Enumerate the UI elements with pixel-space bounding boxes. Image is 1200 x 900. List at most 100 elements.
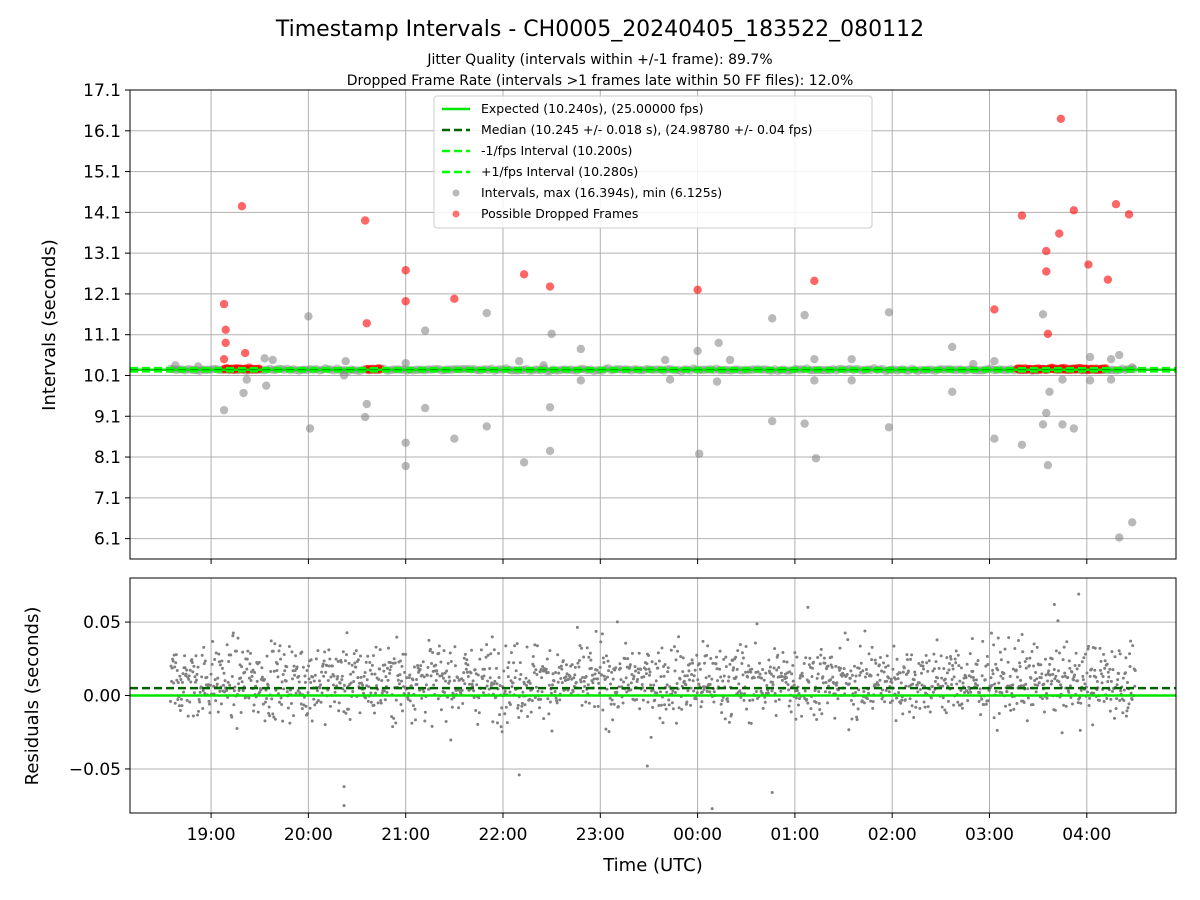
residual-point	[477, 696, 481, 700]
residual-point	[1109, 697, 1113, 701]
residual-point	[712, 690, 716, 694]
residual-point	[538, 706, 542, 710]
residual-point	[213, 678, 217, 682]
residual-point	[680, 707, 684, 711]
residual-point	[945, 671, 949, 675]
residual-point	[579, 680, 583, 684]
residual-point	[865, 672, 869, 676]
residual-point	[949, 657, 953, 661]
residual-point	[418, 668, 422, 672]
residual-point	[787, 704, 791, 708]
residual-point	[560, 681, 564, 685]
residual-point	[434, 663, 438, 667]
residual-point	[788, 699, 792, 703]
residual-point	[661, 721, 665, 725]
residual-point	[848, 676, 852, 680]
residual-point	[380, 691, 384, 695]
residual-point	[376, 701, 380, 705]
intervals-legend: Expected (10.240s), (25.00000 fps) Media…	[433, 95, 873, 229]
dropped-frame-point	[810, 276, 819, 286]
residual-point	[839, 666, 843, 670]
residual-point	[1129, 691, 1133, 695]
residual-point	[461, 678, 465, 682]
residual-point	[497, 676, 501, 680]
residual-point	[643, 689, 647, 693]
dropped-frame-point	[1017, 211, 1027, 220]
residual-point	[901, 712, 905, 716]
residual-point	[434, 679, 438, 683]
residual-point	[564, 663, 568, 667]
residual-point	[741, 673, 745, 677]
residual-point	[394, 721, 398, 725]
interval-point	[576, 376, 586, 385]
residual-point	[870, 645, 874, 649]
residual-point	[252, 709, 256, 713]
residual-point	[571, 690, 575, 694]
residual-point	[1054, 674, 1058, 678]
residual-point	[595, 668, 599, 672]
residual-point	[175, 668, 179, 672]
residual-point	[305, 669, 309, 673]
dropped-frame-point	[221, 325, 230, 335]
residual-point	[185, 668, 189, 672]
residual-point	[232, 689, 236, 693]
residual-point	[307, 677, 311, 681]
residual-point	[392, 657, 396, 661]
residual-point	[351, 670, 355, 674]
residual-point	[504, 644, 508, 648]
residual-point	[690, 673, 694, 677]
residual-point	[744, 645, 748, 649]
residual-point	[674, 658, 678, 662]
residual-point	[304, 704, 308, 708]
residual-point	[230, 675, 234, 679]
residual-point	[556, 680, 560, 684]
residual-point	[1108, 709, 1112, 713]
residual-point	[629, 681, 633, 685]
interval-point	[1069, 424, 1079, 433]
residual-point	[179, 697, 183, 701]
residual-point	[663, 703, 667, 707]
residual-point	[610, 698, 614, 702]
residual-point	[423, 719, 427, 723]
residual-point	[704, 676, 708, 680]
residual-point	[1015, 702, 1019, 706]
residual-point	[370, 663, 374, 667]
residual-point	[681, 656, 685, 660]
residual-point	[655, 691, 659, 695]
residual-point	[462, 671, 466, 675]
residual-point	[299, 702, 303, 706]
residual-point	[675, 721, 679, 725]
residual-point	[285, 690, 289, 694]
residual-point	[538, 670, 542, 674]
residual-point	[815, 717, 819, 721]
residual-point	[1008, 674, 1012, 678]
residual-point	[888, 701, 892, 705]
residual-point	[488, 667, 492, 671]
residual-point	[1065, 640, 1069, 644]
residual-point	[992, 643, 996, 647]
legend-box	[433, 95, 873, 229]
residual-point	[899, 701, 903, 705]
residual-point	[626, 657, 630, 661]
residual-point	[900, 698, 904, 702]
residual-point	[171, 659, 175, 663]
residual-point	[508, 703, 512, 707]
residual-point	[349, 672, 353, 676]
residual-point	[324, 670, 328, 674]
residual-point	[823, 661, 827, 665]
residual-point	[297, 680, 301, 684]
residual-point	[694, 697, 698, 701]
residual-point	[980, 697, 984, 701]
residual-point	[339, 660, 343, 664]
residual-point	[942, 667, 946, 671]
intervals-panel: 6.1 7.1 8.1 9.1 10.1 11.1 12.1 13.1 14.1 15.1 16.1…	[39, 81, 1177, 564]
residual-point	[1045, 696, 1049, 700]
residual-point	[509, 651, 513, 655]
residual-point	[1073, 673, 1077, 677]
residual-point	[368, 668, 372, 672]
residual-point	[236, 636, 240, 640]
residual-point	[577, 659, 581, 663]
residual-point	[672, 645, 676, 649]
residual-point	[266, 683, 270, 687]
residual-point	[670, 701, 674, 705]
